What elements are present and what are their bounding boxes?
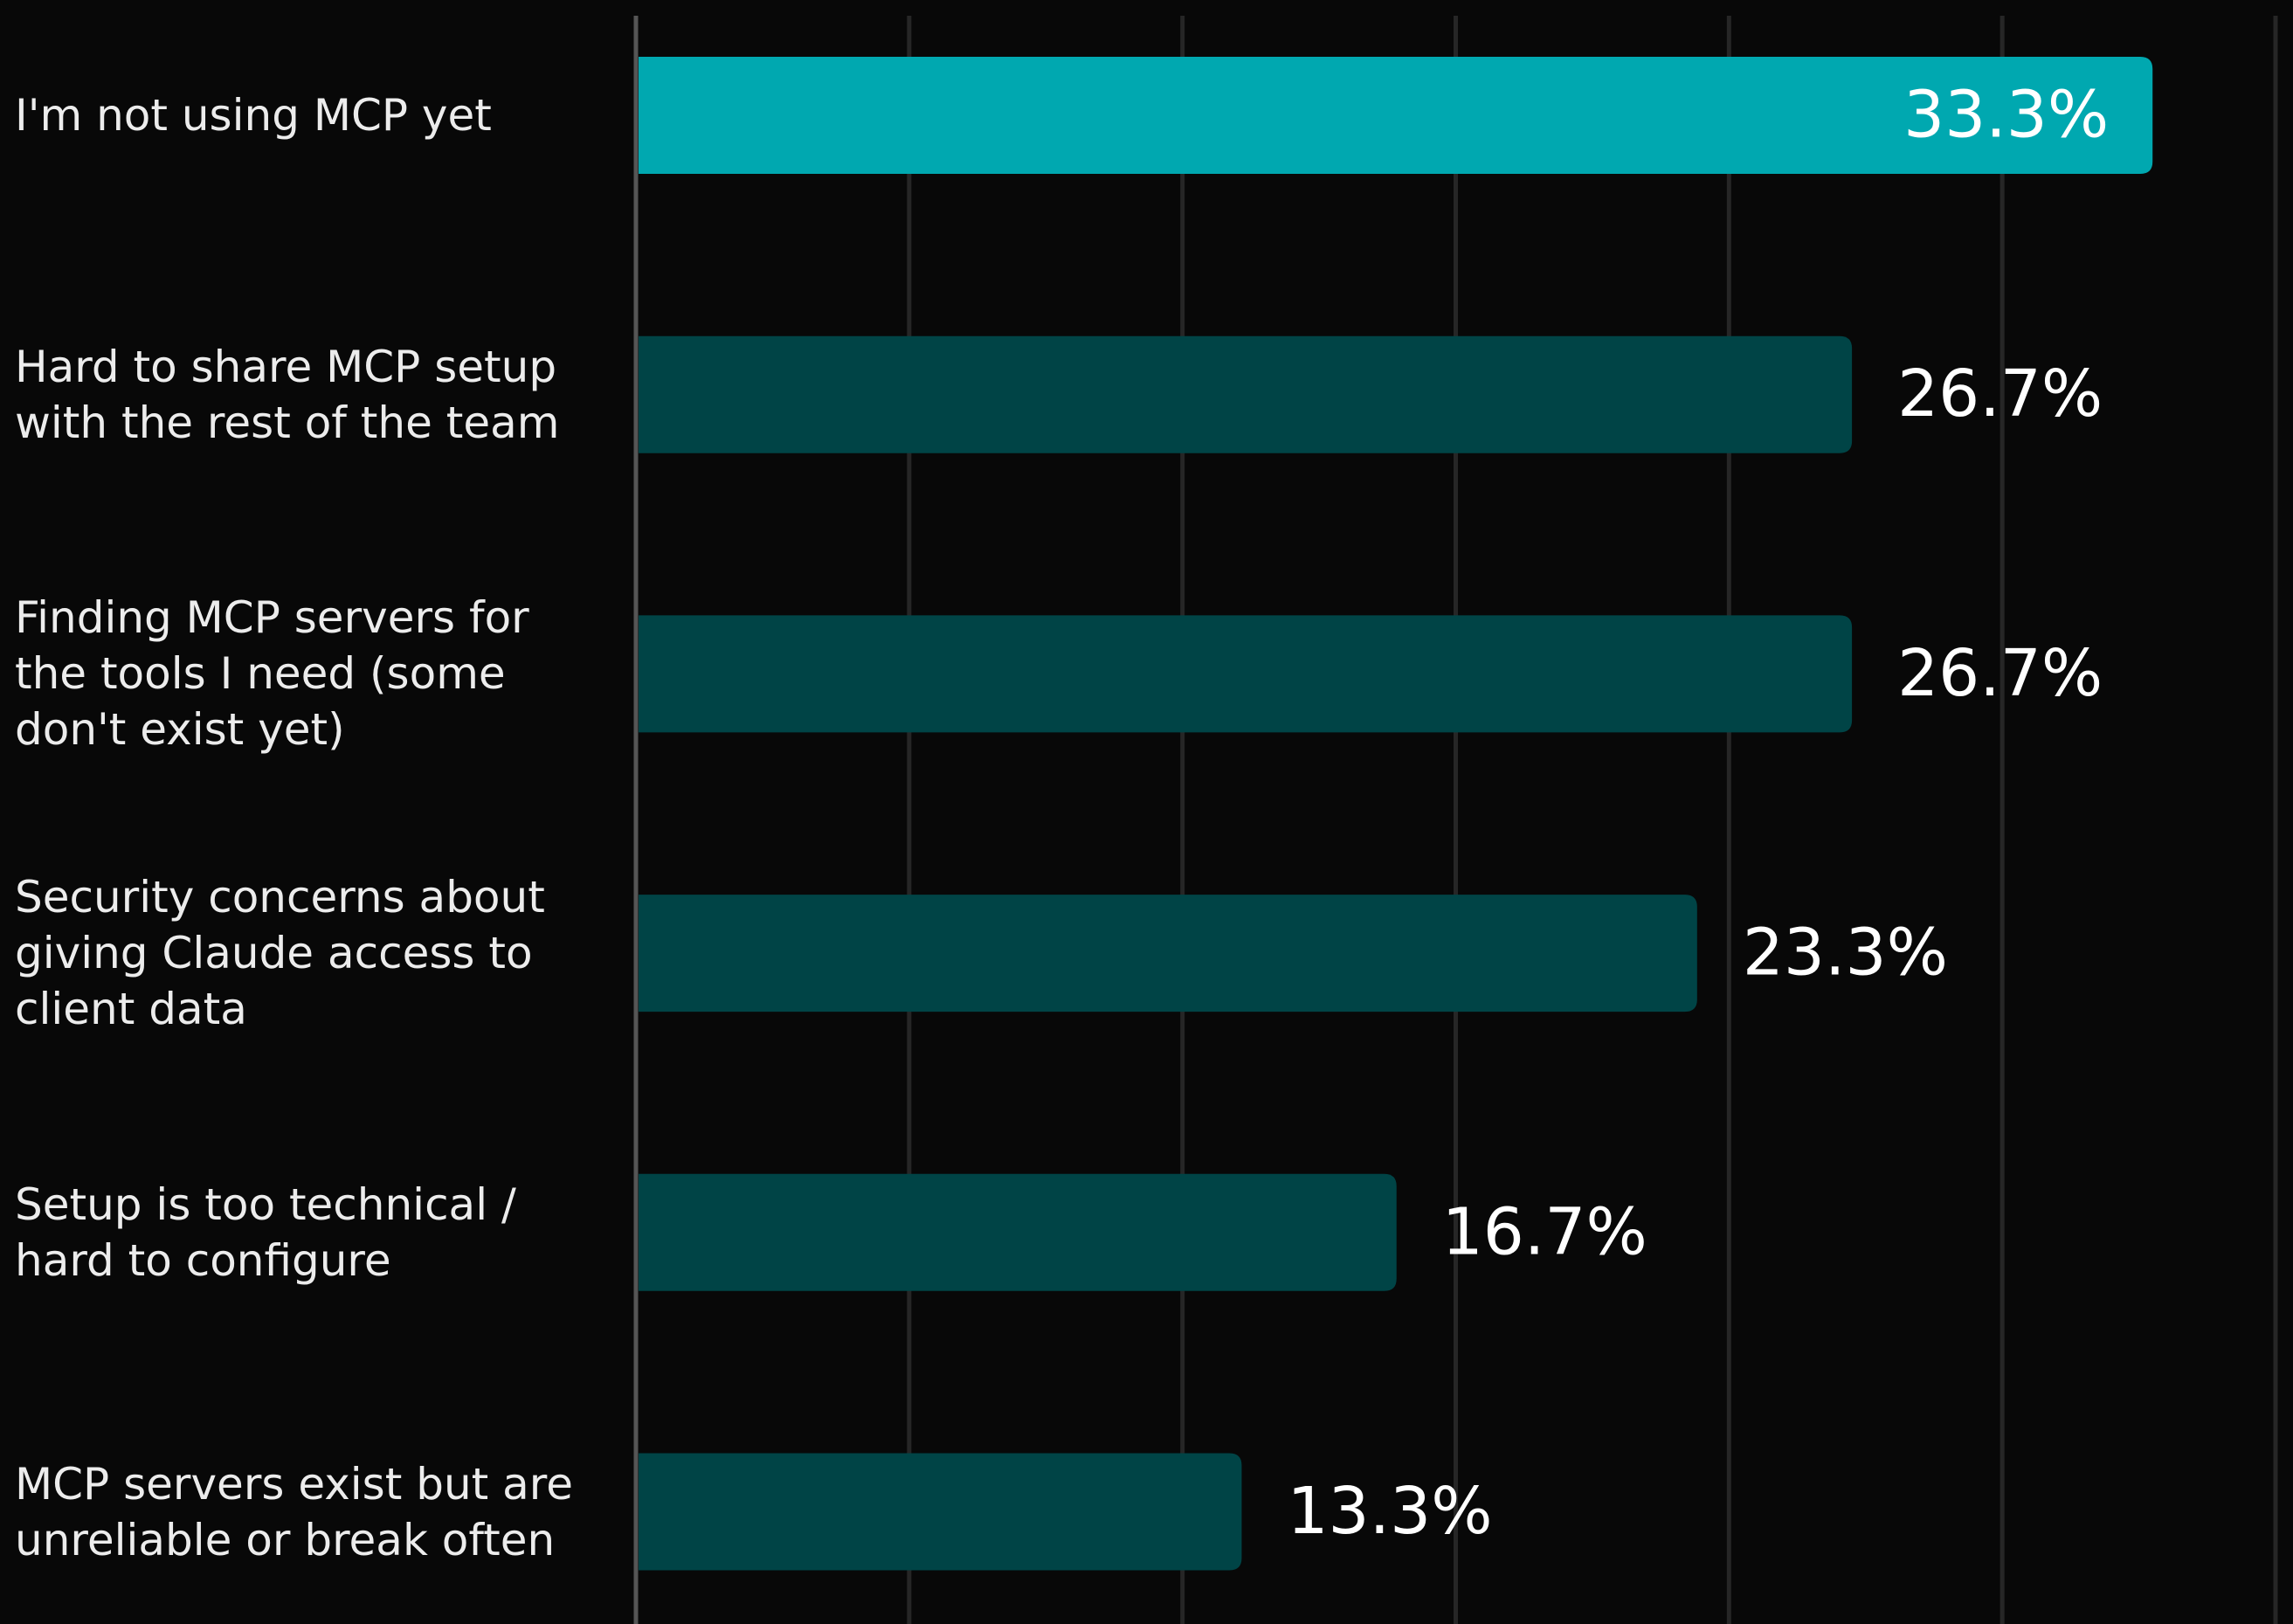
value-label: 23.3%	[1743, 916, 1948, 991]
bar	[639, 335, 1853, 453]
value-label: 26.7%	[1897, 356, 2103, 432]
category-label: Finding MCP servers for the tools I need…	[15, 592, 529, 756]
category-label: Hard to share MCP setup with the rest of…	[15, 341, 560, 448]
bar	[639, 1453, 1242, 1571]
value-label: 13.3%	[1287, 1474, 1492, 1549]
category-label: Security concerns about giving Claude ac…	[15, 872, 545, 1035]
bar	[639, 1173, 1397, 1291]
bar	[639, 57, 2153, 174]
category-label: Setup is too technical / hard to configu…	[15, 1178, 516, 1286]
value-label: 16.7%	[1442, 1194, 1647, 1269]
value-label: 33.3%	[1903, 78, 2109, 153]
value-label: 26.7%	[1897, 636, 2103, 711]
category-label: MCP servers exist but are unreliable or …	[15, 1458, 574, 1565]
bar	[639, 615, 1853, 733]
bar	[639, 895, 1697, 1012]
category-label: I'm not using MCP yet	[15, 90, 492, 141]
